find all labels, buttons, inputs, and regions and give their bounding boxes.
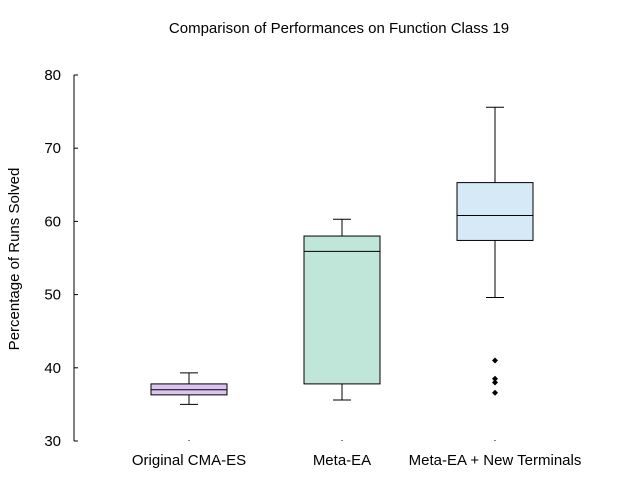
y-tick-label: 60 [44, 213, 61, 230]
outlier-point [492, 379, 498, 386]
y-tick-label: 70 [44, 140, 61, 157]
y-ticks: 30 40 50 60 70 80 [44, 67, 78, 450]
box-plot [303, 218, 381, 401]
box-plots [150, 106, 534, 405]
chart-title: Comparison of Performances on Function C… [169, 20, 509, 37]
y-axis-label: Percentage of Runs Solved [6, 168, 23, 351]
outlier-point [492, 375, 498, 382]
y-tick-label: 40 [44, 360, 61, 377]
iqr-box [303, 235, 381, 385]
iqr-box [456, 182, 534, 241]
y-tick-label: 80 [44, 67, 61, 84]
x-tick-label: Meta-EA [313, 452, 371, 469]
box-plot [150, 372, 228, 405]
outlier-point [492, 389, 498, 396]
x-tick-label: Meta-EA + New Terminals [409, 452, 582, 469]
outlier-point [492, 357, 498, 364]
y-tick-label: 50 [44, 287, 61, 304]
x-tick-label: Original CMA-ES [132, 452, 246, 469]
x-ticks: Original CMA-ES Meta-EA Meta-EA + New Term… [132, 440, 581, 469]
y-tick-label: 30 [44, 433, 61, 450]
box-plot [456, 106, 534, 396]
